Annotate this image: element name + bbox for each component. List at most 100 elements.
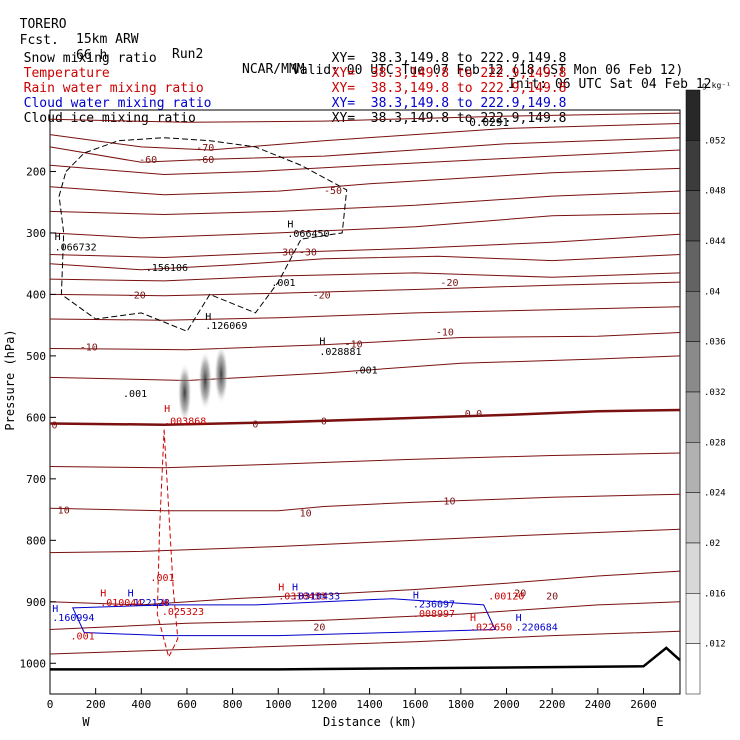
colorbar-tick-label: .036 [704, 338, 726, 348]
init-time: Init: 06 UTC Sat 04 Feb 12 [508, 77, 712, 92]
x-tick-label: 1600 [402, 698, 429, 711]
x-tick-label: 1800 [448, 698, 475, 711]
header-line-1: TORERO 15km ARW Run2 NCAR/MMM Init: 06 U… [4, 2, 736, 92]
field-xs: XY= 38.3,149.8 to 222.9,149.8 [331, 66, 567, 81]
extremum-label: .001 [150, 573, 174, 584]
x-tick-label: 400 [131, 698, 151, 711]
isotherm-label: 10 [300, 509, 312, 520]
x-axis-label: Distance (km) [323, 715, 417, 729]
y-tick-label: 900 [26, 596, 46, 609]
extremum-label: .0310433 [278, 592, 326, 603]
field-xs-temperature: XY= 38.3,149.8 to 222.9,149.8 [316, 51, 567, 81]
field-xs: XY= 38.3,149.8 to 222.9,149.8 [331, 51, 567, 66]
isotherm-line [49, 281, 681, 297]
isotherm-line [49, 149, 681, 176]
contour-labels: -70-60 -60-50-30 -30-20 -20-20-10 -10-100 0 00… [52, 143, 559, 643]
extremum-label: .001 [71, 632, 95, 643]
y-tick-label: 800 [26, 534, 46, 547]
extremum-label: .066450 [287, 229, 329, 240]
x-tick-label: 600 [177, 698, 197, 711]
field-row-temperature: Temperature [8, 51, 110, 81]
x-tick-label: 2200 [539, 698, 566, 711]
extremum-label: .0310433 [292, 592, 340, 603]
colorbar-swatch [685, 240, 701, 292]
x-tick-label: 1400 [356, 698, 383, 711]
y-tick-label: 600 [26, 411, 46, 424]
org-name: NCAR/MMM [242, 62, 305, 77]
isotherm-line [49, 233, 681, 259]
colorbar-tick-label: .012 [704, 640, 726, 650]
extremum-label: .00120 [488, 592, 524, 603]
isotherm-label: -50 [324, 186, 342, 197]
isotherm-label: 20 [514, 589, 526, 600]
top-right-annotation: 0.0291 [456, 100, 509, 130]
extremum-label: H [55, 232, 61, 243]
colorbar-swatch [685, 542, 701, 594]
colorbar-swatch [685, 593, 701, 644]
isotherm-line [49, 212, 681, 239]
fcst-value: 66 h [76, 48, 108, 63]
extremum-label: .003868 [164, 416, 206, 427]
isotherm-label: 0 [321, 416, 327, 427]
east-label: E [656, 715, 663, 729]
annotation-value: 0.0291 [469, 116, 509, 129]
isotherm-line [49, 493, 681, 512]
isotherm-label: -60 [196, 155, 214, 166]
extremum-label: .126069 [205, 321, 247, 332]
colorbar-swatch [685, 492, 701, 544]
isotherm-label: 10 [58, 506, 70, 517]
field-xs-cloud-water: XY= 38.3,149.8 to 222.9,149.8 [316, 81, 567, 111]
isotherm-line [49, 570, 681, 606]
isotherm-line [49, 528, 681, 554]
colorbar-swatch [685, 643, 701, 695]
colorbar-tick-label: .04 [704, 287, 720, 297]
field-name: Rain water mixing ratio [23, 81, 204, 96]
extremum-label: .236097 [413, 600, 455, 611]
west-label: W [82, 715, 90, 729]
colorbar-tick-label: .052 [704, 136, 726, 146]
y-axis: 200 300 400 500 600 700 800 900 1000 [20, 165, 56, 670]
rain-water-outline [156, 429, 179, 659]
colorbar-tick-label: .032 [704, 388, 726, 398]
extremum-label: .001 [271, 278, 295, 289]
isotherm-line [49, 355, 681, 382]
isotherm-line [49, 272, 681, 282]
extremum-label: .001 [354, 365, 378, 376]
extremum-label: H [470, 613, 476, 624]
extremum-label: .156106 [146, 263, 188, 274]
extremum-label: H [278, 582, 284, 593]
isotherm-line [49, 112, 681, 123]
extremum-label: H [100, 589, 106, 600]
isotherm-label: -70 [196, 143, 214, 154]
isotherm-label: -10 [80, 343, 98, 354]
isotherm-label: -30 [276, 247, 294, 258]
isotherm-label: 0 [52, 421, 58, 432]
x-tick-label: 2600 [630, 698, 657, 711]
colorbar-tick-label: .02 [704, 539, 720, 549]
isotherm-label: 20 [546, 592, 558, 603]
plot-frame [49, 109, 681, 695]
field-name: Snow mixing ratio [23, 51, 157, 66]
field-name: Cloud water mixing ratio [23, 96, 212, 111]
isotherm-line [49, 190, 681, 216]
run-name: Run2 [172, 47, 204, 62]
colorbar-swatch [685, 190, 701, 242]
y-tick-label: 400 [26, 288, 46, 301]
x-tick-label: 2400 [585, 698, 612, 711]
extremum-label: .160994 [52, 613, 94, 624]
colorbar-units: g kg⁻¹ [702, 81, 731, 90]
x-tick-label: 2000 [493, 698, 520, 711]
isotherm-label: 20 [313, 622, 325, 633]
isotherm-line [49, 167, 681, 196]
model-config: 15km ARW [76, 32, 139, 47]
isotherm-line [49, 123, 681, 151]
isotherm-line [49, 452, 681, 469]
x-tick-label: 1200 [311, 698, 338, 711]
y-tick-label: 500 [26, 350, 46, 363]
extremum-label: .022650 [470, 622, 512, 633]
header-line-2: Fcst. 66 h Valid: 00 UTC Tue 07 Feb 12 (… [4, 18, 736, 78]
cloud-water-outline [72, 598, 496, 637]
isotherm-label: -10 [345, 340, 363, 351]
isotherm-line [49, 137, 681, 163]
